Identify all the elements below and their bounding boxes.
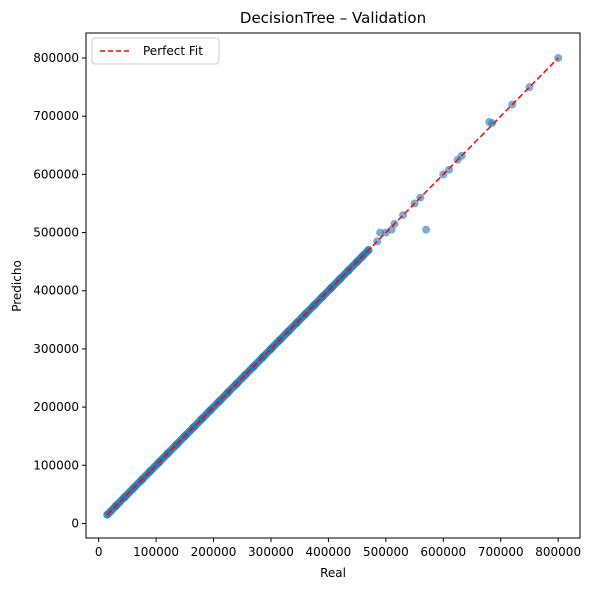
x-axis-ticks: 0 100000 200000 300000 400000 500000 600000 700… <box>95 538 581 559</box>
data-point <box>488 119 497 128</box>
y-tick-label: 700000 <box>33 109 79 123</box>
perfect-fit-line-path <box>106 57 559 516</box>
x-tick-label: 500000 <box>363 545 409 559</box>
y-axis-label: Predicho <box>10 260 24 312</box>
data-point <box>376 228 385 237</box>
x-tick-label: 200000 <box>191 545 237 559</box>
y-tick-label: 300000 <box>33 342 79 356</box>
x-tick-label: 100000 <box>133 545 179 559</box>
x-tick-label: 0 <box>95 545 103 559</box>
data-point <box>422 225 431 234</box>
y-tick-label: 400000 <box>33 284 79 298</box>
x-tick-label: 800000 <box>535 545 581 559</box>
y-tick-label: 800000 <box>33 51 79 65</box>
y-tick-label: 600000 <box>33 167 79 181</box>
y-tick-label: 500000 <box>33 226 79 240</box>
legend-box <box>91 37 220 65</box>
x-axis-label: Real <box>320 566 346 580</box>
plot-area-frame <box>85 32 581 539</box>
y-tick-label: 100000 <box>33 458 79 472</box>
perfect-fit-line <box>106 57 559 516</box>
legend: Perfect Fit <box>91 37 220 65</box>
x-tick-label: 400000 <box>305 545 351 559</box>
y-tick-label: 200000 <box>33 400 79 414</box>
x-tick-label: 600000 <box>420 545 466 559</box>
x-tick-label: 300000 <box>248 545 294 559</box>
y-axis-ticks: 0 100000 200000 300000 400000 500000 600000 700… <box>33 51 86 530</box>
legend-label-perfect-fit: Perfect Fit <box>143 44 203 58</box>
data-point <box>445 165 454 174</box>
x-tick-label: 700000 <box>478 545 524 559</box>
y-tick-label: 0 <box>71 516 79 530</box>
chart-title: DecisionTree – Validation <box>240 9 426 27</box>
